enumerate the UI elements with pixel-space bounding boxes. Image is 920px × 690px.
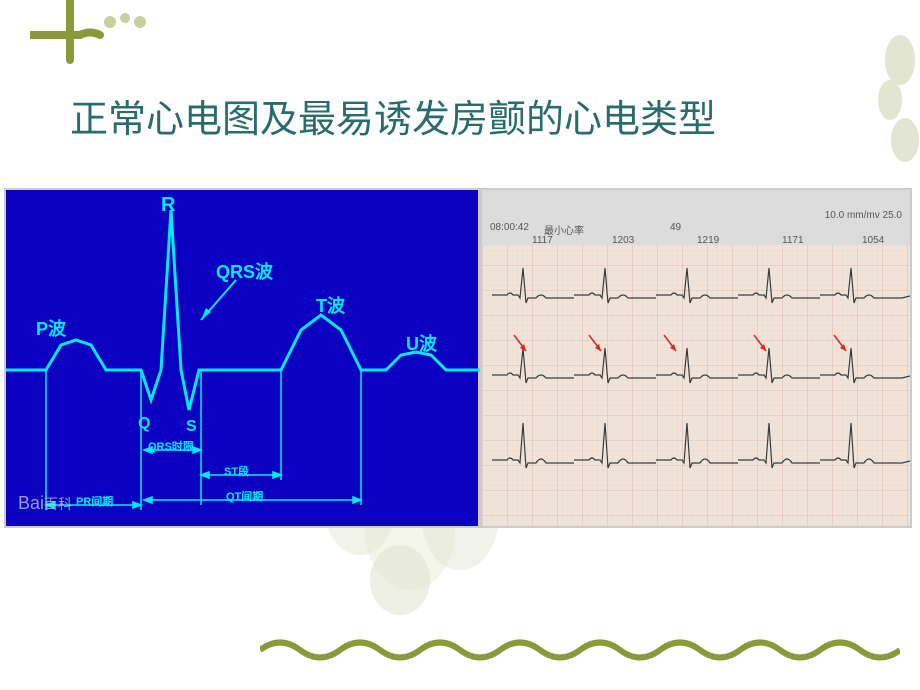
label-r: R <box>161 194 175 217</box>
beat-1: 1203 <box>612 235 634 246</box>
photo-scale: 10.0 mm/mv 25.0 <box>825 210 902 221</box>
photo-hr-value: 49 <box>670 222 681 233</box>
label-s: S <box>186 418 197 436</box>
watermark: Bai百科 <box>18 493 72 514</box>
slide-title: 正常心电图及最易诱发房颤的心电类型 <box>70 88 716 143</box>
beat-4: 1054 <box>862 235 884 246</box>
label-qrs-duration: QRS时限 <box>148 438 194 454</box>
label-q: Q <box>138 415 150 433</box>
photo-time: 08:00:42 <box>490 222 529 233</box>
ecg-photo-panel: 08:00:42 最小心率 HR 49 10.0 mm/mv 25.0 1117… <box>480 188 912 528</box>
beat-3: 1171 <box>782 235 804 246</box>
corner-deco-top-left <box>30 0 190 70</box>
label-pr-interval: PR间期 <box>76 493 113 509</box>
ecg-waveform-svg <box>6 190 482 530</box>
label-u: U波 <box>406 330 437 356</box>
label-st-segment: ST段 <box>224 463 249 479</box>
images-row: R P波 QRS波 T波 U波 Q S QRS时限 ST段 QT间期 PR间期 … <box>4 188 912 528</box>
beat-2: 1219 <box>697 235 719 246</box>
watermark-bai: Bai <box>18 493 44 513</box>
label-qt-interval: QT间期 <box>226 488 263 504</box>
label-t: T波 <box>316 292 345 318</box>
label-qrs: QRS波 <box>216 258 273 284</box>
beat-0: 1117 <box>532 235 553 246</box>
label-p: P波 <box>36 315 66 341</box>
watermark-baike: 百科 <box>44 496 72 512</box>
bottom-wave-deco <box>260 630 900 670</box>
ecg-diagram-panel: R P波 QRS波 T波 U波 Q S QRS时限 ST段 QT间期 PR间期 … <box>4 188 480 528</box>
